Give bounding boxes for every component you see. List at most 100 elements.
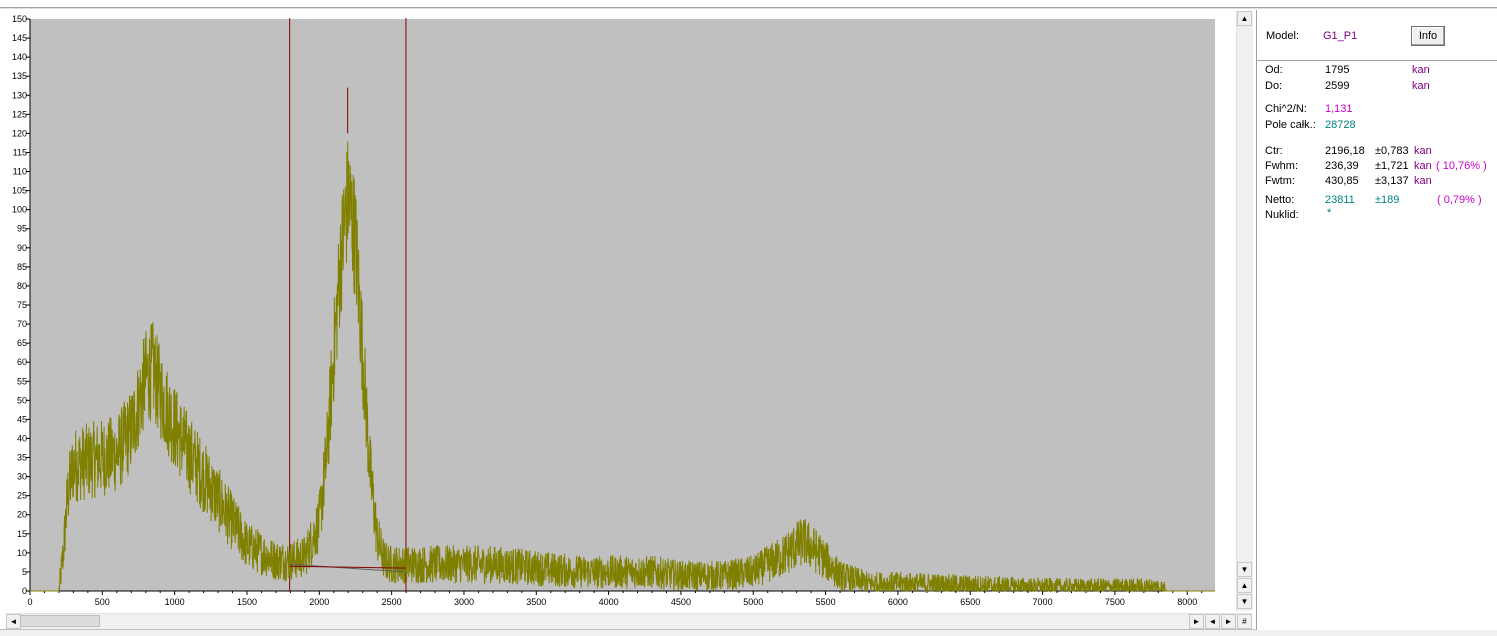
y-tick-label: 5 — [22, 567, 27, 577]
y-tick-label: 95 — [17, 224, 27, 234]
x-tick-label: 1500 — [237, 597, 257, 607]
nuklid-value: * — [1327, 207, 1332, 219]
scroll-right-button[interactable]: ► — [1189, 614, 1204, 629]
fit-results-panel: Model: G1_P1 Info Od: 1795 kan Do: 2599 … — [1256, 10, 1497, 630]
scroll-left-button-2[interactable]: ◄ — [1205, 614, 1220, 629]
x-tick-label: 500 — [95, 597, 110, 607]
x-tick-label: 5000 — [743, 597, 763, 607]
y-tick-label: 70 — [17, 319, 27, 329]
y-tick-label: 135 — [12, 71, 27, 81]
fit-baseline — [289, 565, 406, 569]
scroll-left-button[interactable]: ◄ — [6, 614, 21, 629]
model-label: Model: — [1266, 30, 1300, 42]
y-tick-label: 115 — [13, 147, 27, 157]
window-top-border-inner — [0, 8, 1497, 9]
netto-value: 23811 — [1325, 194, 1355, 206]
chi-value: 1,131 — [1325, 103, 1353, 115]
spectrum-series — [30, 141, 1215, 593]
ctr-label: Ctr: — [1265, 145, 1283, 157]
model-value: G1_P1 — [1323, 30, 1358, 42]
x-tick-label: 1000 — [165, 597, 185, 607]
x-tick-label: 3500 — [526, 597, 546, 607]
do-unit: kan — [1412, 80, 1430, 92]
chi-label: Chi^2/N: — [1265, 103, 1307, 115]
y-tick-label: 20 — [17, 510, 27, 520]
y-axis: 0 5 10 15 20 25 30 35 40 45 50 55 60 65 70 75 80 85 90 95 10… — [12, 14, 31, 596]
horizontal-scroll-thumb[interactable] — [20, 615, 100, 627]
y-tick-label: 125 — [12, 109, 27, 119]
nuklid-label: Nuklid: — [1265, 209, 1299, 221]
window-top-border — [0, 7, 1497, 8]
y-tick-label: 105 — [12, 186, 27, 196]
x-tick-label: 7000 — [1033, 597, 1053, 607]
x-tick-label: 3000 — [454, 597, 474, 607]
y-tick-label: 15 — [17, 529, 27, 539]
y-tick-label: 45 — [17, 414, 27, 424]
scroll-down-button-2[interactable]: ▼ — [1237, 594, 1252, 609]
ctr-error: ±0,783 — [1375, 145, 1409, 157]
fit-lines — [289, 87, 406, 573]
x-tick-label: 5500 — [816, 597, 836, 607]
fwtm-label: Fwtm: — [1265, 175, 1295, 187]
pole-value: 28728 — [1325, 119, 1356, 131]
x-tick-label: 8000 — [1177, 597, 1197, 607]
ctr-value: 2196,18 — [1325, 145, 1365, 157]
horizontal-scrollbar[interactable]: ◄ ► ◄ ► # — [6, 613, 1252, 629]
netto-label: Netto: — [1265, 194, 1295, 206]
scroll-down-button[interactable]: ▼ — [1237, 562, 1252, 577]
plot-area — [30, 19, 1215, 591]
fwhm-label: Fwhm: — [1265, 160, 1298, 172]
panel-separator — [1257, 60, 1497, 61]
y-tick-label: 60 — [17, 357, 27, 367]
y-tick-label: 145 — [12, 33, 27, 43]
x-tick-label: 6000 — [888, 597, 908, 607]
y-tick-label: 150 — [12, 14, 27, 24]
y-tick-label: 75 — [17, 300, 27, 310]
netto-percent: ( 0,79% ) — [1437, 194, 1482, 206]
y-tick-label: 65 — [17, 338, 27, 348]
pole-label: Pole całk.: — [1265, 119, 1316, 131]
x-axis: 0 500 1000 1500 2000 2500 3000 3500 4000 4500 5000… — [27, 590, 1215, 607]
x-tick-label: 2000 — [309, 597, 329, 607]
od-unit: kan — [1412, 64, 1430, 76]
od-value: 1795 — [1325, 64, 1350, 76]
region-markers[interactable] — [289, 18, 407, 591]
background-line — [289, 563, 406, 573]
x-tick-label: 7500 — [1105, 597, 1125, 607]
y-tick-label: 10 — [17, 548, 27, 558]
x-tick-label: 4000 — [599, 597, 619, 607]
scroll-up-button[interactable]: ▲ — [1237, 11, 1252, 26]
scroll-up-button-2[interactable]: ▲ — [1237, 578, 1252, 593]
do-label: Do: — [1265, 80, 1283, 92]
scroll-corner-button[interactable]: # — [1237, 614, 1252, 629]
fwtm-value: 430,85 — [1325, 175, 1359, 187]
status-strip — [0, 629, 1497, 636]
od-label: Od: — [1265, 64, 1283, 76]
spectrum-chart[interactable]: 0 5 10 15 20 25 30 35 40 45 50 55 60 65 70 75 80 85 90 95 10… — [0, 0, 1236, 612]
x-tick-label: 0 — [27, 597, 32, 607]
netto-error: ±189 — [1375, 194, 1400, 206]
fwhm-percent: ( 10,76% ) — [1436, 160, 1487, 172]
y-tick-label: 50 — [17, 395, 27, 405]
y-tick-label: 25 — [17, 491, 27, 501]
x-tick-label: 2500 — [382, 597, 402, 607]
fwhm-error: ±1,721 — [1375, 160, 1409, 172]
y-tick-label: 100 — [12, 205, 27, 215]
fwhm-unit: kan — [1414, 160, 1432, 172]
y-tick-label: 55 — [17, 376, 27, 386]
y-tick-label: 85 — [17, 262, 27, 272]
y-tick-label: 80 — [17, 281, 27, 291]
y-tick-label: 140 — [12, 52, 27, 62]
fwtm-unit: kan — [1414, 175, 1432, 187]
x-tick-label: 4500 — [671, 597, 691, 607]
x-tick-label: 6500 — [960, 597, 980, 607]
scroll-right-button-2[interactable]: ► — [1221, 614, 1236, 629]
y-tick-label: 30 — [17, 472, 27, 482]
info-button[interactable]: Info — [1411, 26, 1445, 46]
y-tick-label: 130 — [12, 90, 27, 100]
do-value: 2599 — [1325, 80, 1350, 92]
y-tick-label: 90 — [17, 243, 27, 253]
ctr-unit: kan — [1414, 145, 1432, 157]
vertical-scrollbar[interactable]: ▲ ▼ ▲ ▼ — [1236, 11, 1253, 611]
fwtm-error: ±3,137 — [1375, 175, 1409, 187]
